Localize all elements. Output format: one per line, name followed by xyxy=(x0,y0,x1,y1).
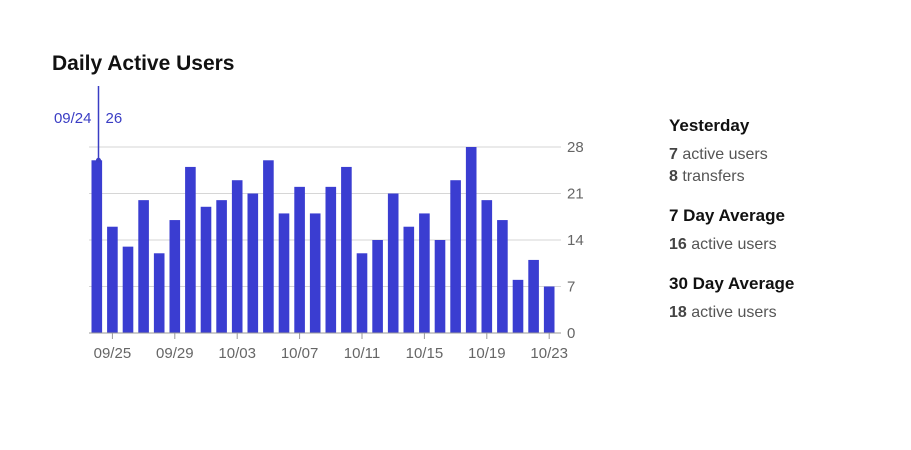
bar[interactable] xyxy=(341,166,352,333)
bar[interactable] xyxy=(309,213,321,333)
bar[interactable] xyxy=(434,240,446,333)
x-tick-label: 10/03 xyxy=(218,345,256,362)
daily-active-users-chart[interactable]: 0 7 14 21 28 09/25 09/29 10/03 10/07 10/11 10/15 10… xyxy=(0,0,660,450)
stat-yesterday-heading: Yesterday xyxy=(669,116,750,135)
stat-thirty-day-heading: 30 Day Average xyxy=(669,274,795,293)
bar[interactable] xyxy=(450,180,461,333)
hover-value: 26 xyxy=(105,110,122,127)
stat-seven-day-active-label: active users xyxy=(691,236,777,253)
bar[interactable] xyxy=(138,200,149,333)
stats-panel: Yesterday 7 active users 8 transfers 7 D… xyxy=(669,116,899,322)
stat-yesterday-active: 7 active users xyxy=(669,146,899,164)
bar[interactable] xyxy=(481,200,493,333)
stat-seven-day-active: 16 active users xyxy=(669,236,899,254)
bar[interactable] xyxy=(528,259,539,333)
bar[interactable] xyxy=(356,253,368,333)
y-tick-label: 21 xyxy=(567,186,584,203)
x-tick-label: 09/29 xyxy=(156,345,194,362)
stat-yesterday-transfer-label: transfers xyxy=(682,168,745,185)
bar[interactable] xyxy=(419,213,430,333)
chart-title: Daily Active Users xyxy=(52,52,235,75)
bar[interactable] xyxy=(107,226,118,333)
bar[interactable] xyxy=(294,186,305,333)
bar[interactable] xyxy=(278,213,290,333)
stat-thirty-day-active-count: 18 xyxy=(669,304,687,321)
y-tick-label: 0 xyxy=(567,325,575,342)
bar[interactable] xyxy=(372,240,383,333)
bar[interactable] xyxy=(387,193,399,334)
bar[interactable] xyxy=(122,246,134,333)
bar[interactable] xyxy=(263,160,274,333)
bar[interactable] xyxy=(153,253,165,333)
y-tick-label: 28 xyxy=(567,139,584,156)
bar[interactable] xyxy=(247,193,259,334)
x-tick-label: 10/19 xyxy=(468,345,506,362)
stat-yesterday-transfers: 8 transfers xyxy=(669,168,899,186)
bar[interactable] xyxy=(231,180,243,333)
stat-yesterday-active-label: active users xyxy=(682,146,768,163)
x-tick-label: 10/23 xyxy=(530,345,568,362)
x-tick-label: 10/07 xyxy=(281,345,319,362)
stat-yesterday: Yesterday 7 active users 8 transfers xyxy=(669,116,899,186)
y-tick-label: 14 xyxy=(567,232,584,249)
bar[interactable] xyxy=(185,166,196,333)
stat-seven-day-heading: 7 Day Average xyxy=(669,206,785,225)
bar[interactable] xyxy=(200,206,212,333)
stat-yesterday-transfer-count: 8 xyxy=(669,168,678,185)
y-tick-label: 7 xyxy=(567,279,575,296)
stat-thirty-day-active-label: active users xyxy=(691,304,777,321)
bar[interactable] xyxy=(465,147,477,333)
bar[interactable] xyxy=(169,220,181,333)
x-tick-label: 09/25 xyxy=(94,345,132,362)
hover-date: 09/24 xyxy=(54,110,92,127)
bar[interactable] xyxy=(403,226,415,333)
stat-yesterday-active-count: 7 xyxy=(669,146,678,163)
x-tick-label: 10/15 xyxy=(406,345,444,362)
bar[interactable] xyxy=(497,220,508,333)
bar[interactable] xyxy=(512,279,524,333)
stat-thirty-day-active: 18 active users xyxy=(669,304,899,322)
stat-seven-day-active-count: 16 xyxy=(669,236,687,253)
stat-seven-day: 7 Day Average 16 active users xyxy=(669,206,899,254)
x-tick-label: 10/11 xyxy=(344,345,380,362)
bar[interactable] xyxy=(216,200,227,333)
bar[interactable] xyxy=(325,186,337,333)
hover-point xyxy=(95,157,101,163)
stat-thirty-day: 30 Day Average 18 active users xyxy=(669,274,899,322)
bar[interactable] xyxy=(91,160,103,333)
bar[interactable] xyxy=(543,286,555,334)
